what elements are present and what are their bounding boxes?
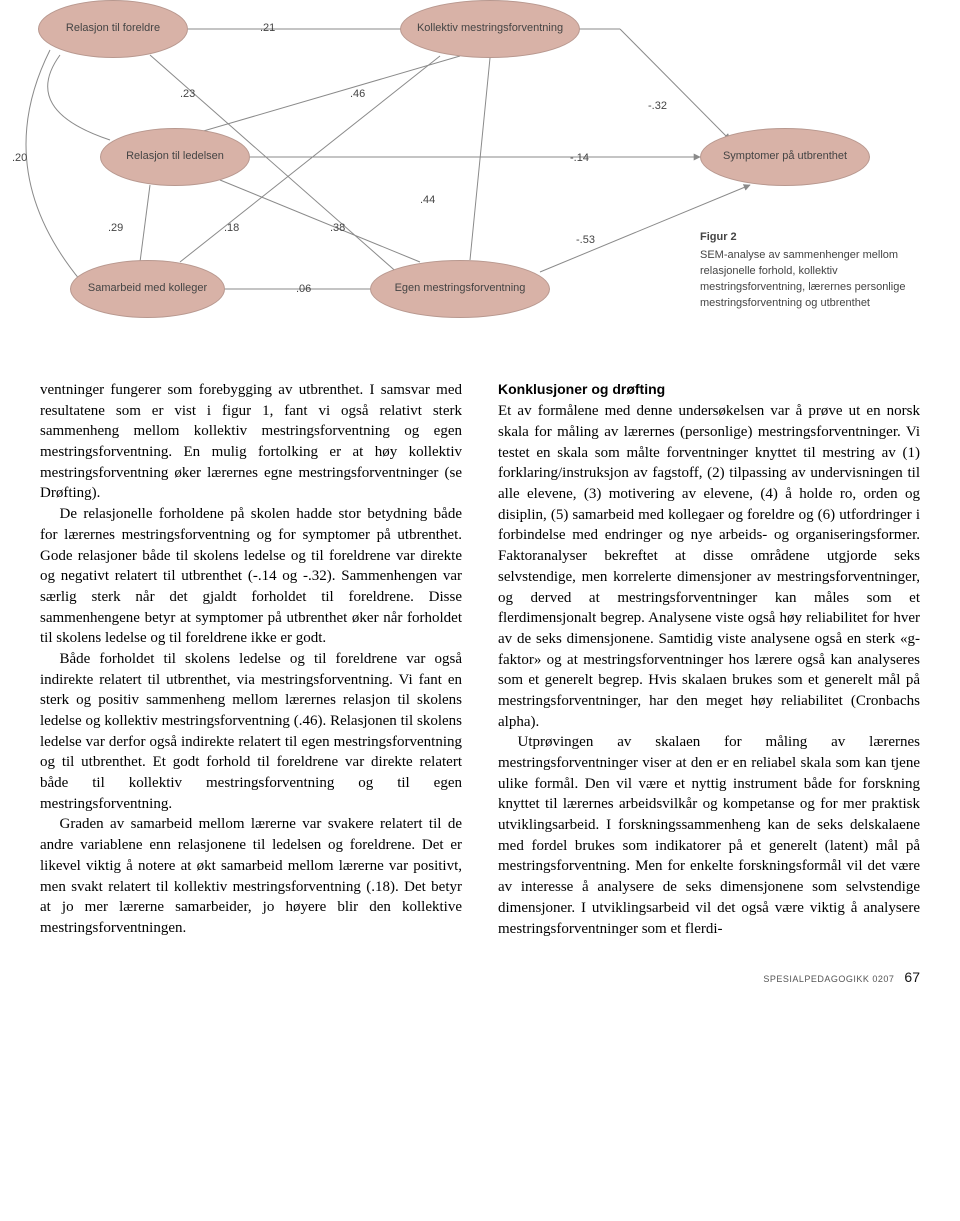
edge-label: .44 [420, 194, 435, 206]
edge-label: .29 [108, 222, 123, 234]
sem-diagram: Relasjon til foreldre Kollektiv mestrings… [0, 0, 960, 340]
para: Et av formålene med denne undersøkelsen … [498, 401, 920, 732]
section-heading: Konklusjoner og drøfting [498, 380, 920, 399]
edge-label: -.53 [576, 234, 595, 246]
edge-label: .20 [12, 152, 27, 164]
left-column: ventninger fungerer som forebygging av u… [40, 380, 462, 939]
para: Utprøvingen av skalaen for måling av lær… [498, 732, 920, 939]
diagram-node-kollektiv: Kollektiv mestringsforventning [400, 0, 580, 58]
journal-name: SPESIALPEDAGOGIKK 0207 [763, 974, 894, 984]
para: Graden av samarbeid mellom lærerne var s… [40, 814, 462, 938]
diagram-node-kolleger: Samarbeid med kolleger [70, 260, 225, 318]
figure-caption: Figur 2 SEM-analyse av sammenhenger mell… [700, 230, 930, 312]
diagram-node-symptom: Symptomer på utbrenthet [700, 128, 870, 186]
para: Både forholdet til skolens ledelse og ti… [40, 649, 462, 815]
diagram-node-egen: Egen mestringsforventning [370, 260, 550, 318]
diagram-node-ledelsen: Relasjon til ledelsen [100, 128, 250, 186]
edge-label: -.32 [648, 100, 667, 112]
edge-label: .46 [350, 88, 365, 100]
edge-label: .21 [260, 22, 275, 34]
edge-label: .38 [330, 222, 345, 234]
article-body: ventninger fungerer som forebygging av u… [0, 340, 960, 959]
page-footer: SPESIALPEDAGOGIKK 0207 67 [0, 959, 960, 1005]
edge-label: .23 [180, 88, 195, 100]
edge-label: -.14 [570, 152, 589, 164]
edge-label: .18 [224, 222, 239, 234]
diagram-node-foreldre: Relasjon til foreldre [38, 0, 188, 58]
figure-title: Figur 2 [700, 230, 930, 246]
para: ventninger fungerer som forebygging av u… [40, 380, 462, 504]
para: De relasjonelle forholdene på skolen had… [40, 504, 462, 649]
page-number: 67 [904, 969, 920, 985]
edge-label: .06 [296, 283, 311, 295]
right-column: Konklusjoner og drøfting Et av formålene… [498, 380, 920, 939]
figure-caption-text: SEM-analyse av sammenhenger mellom relas… [700, 249, 905, 309]
